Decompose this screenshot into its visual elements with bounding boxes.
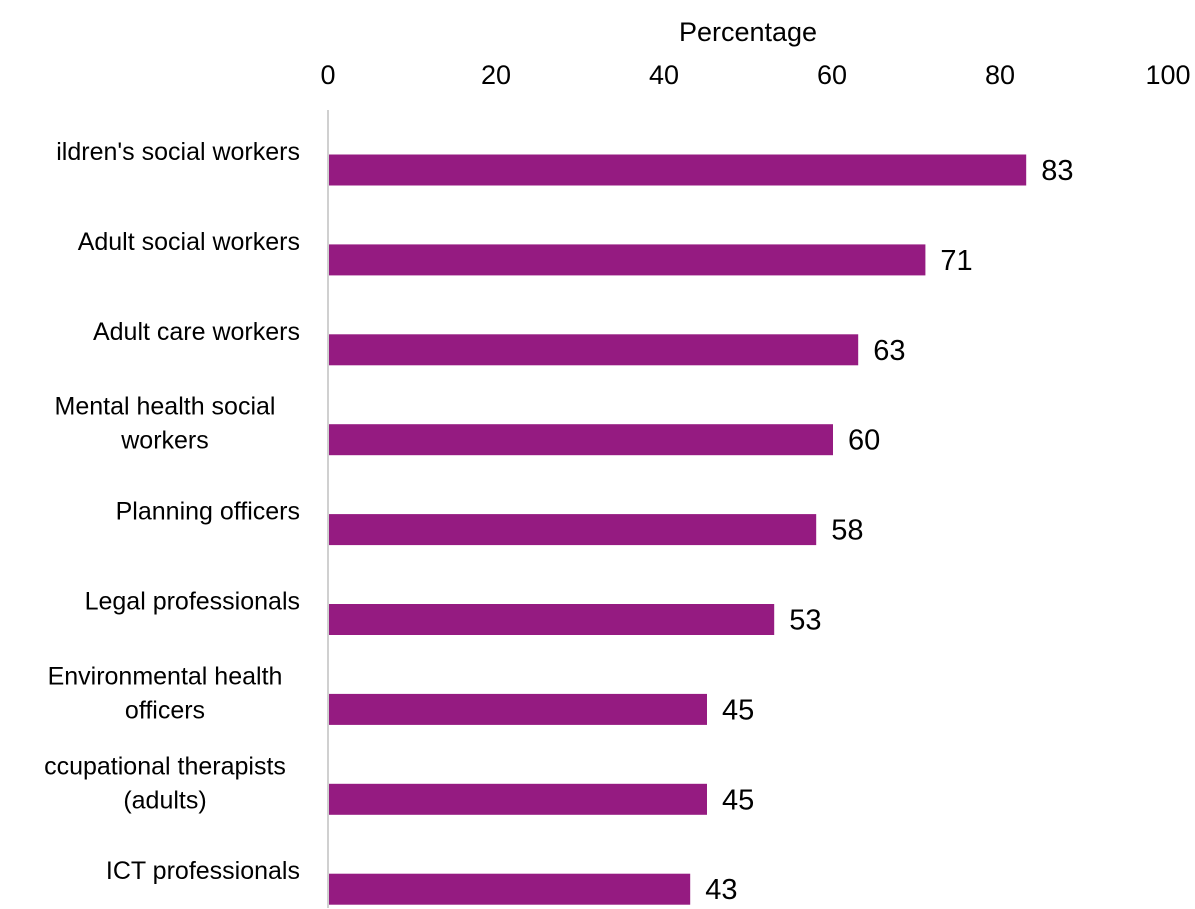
category-labels: ildren's social workers Adult social work… (44, 138, 300, 885)
x-tick-label: 20 (481, 60, 511, 90)
category-label: Planning officers (116, 498, 300, 526)
data-label: 45 (722, 784, 754, 816)
bar (329, 154, 1027, 186)
bar (329, 693, 707, 725)
x-axis-title: Percentage (679, 17, 817, 47)
data-label: 83 (1041, 155, 1073, 187)
x-tick-label: 60 (817, 60, 847, 90)
data-labels: 83 71 63 60 58 53 45 45 43 (705, 155, 1073, 906)
bar (329, 244, 926, 276)
data-label: 53 (789, 605, 821, 637)
data-label: 60 (848, 425, 880, 457)
data-label: 71 (940, 245, 972, 277)
bars (329, 154, 1027, 905)
data-label: 63 (873, 335, 905, 367)
x-tick-label: 100 (1145, 60, 1190, 90)
bar (329, 604, 775, 635)
category-label: Mental health social workers (55, 393, 276, 455)
bar (329, 873, 691, 905)
category-label: ccupational therapists (adults) (44, 752, 286, 814)
category-label: Adult care workers (93, 318, 300, 346)
x-axis-ticks: 0 20 40 60 80 100 (320, 60, 1190, 90)
category-label: Adult social workers (78, 228, 300, 256)
data-label: 45 (722, 694, 754, 726)
data-label: 58 (831, 515, 863, 547)
bar (329, 514, 817, 546)
category-label: Environmental health officers (48, 662, 283, 724)
x-tick-label: 0 (320, 60, 335, 90)
x-tick-label: 80 (985, 60, 1015, 90)
bar (329, 783, 707, 815)
bar (329, 424, 833, 456)
category-label: ildren's social workers (56, 138, 300, 166)
category-label: Legal professionals (85, 588, 300, 616)
x-tick-label: 40 (649, 60, 679, 90)
category-label: ICT professionals (106, 857, 300, 885)
data-label: 43 (705, 874, 737, 906)
bar (329, 334, 859, 366)
